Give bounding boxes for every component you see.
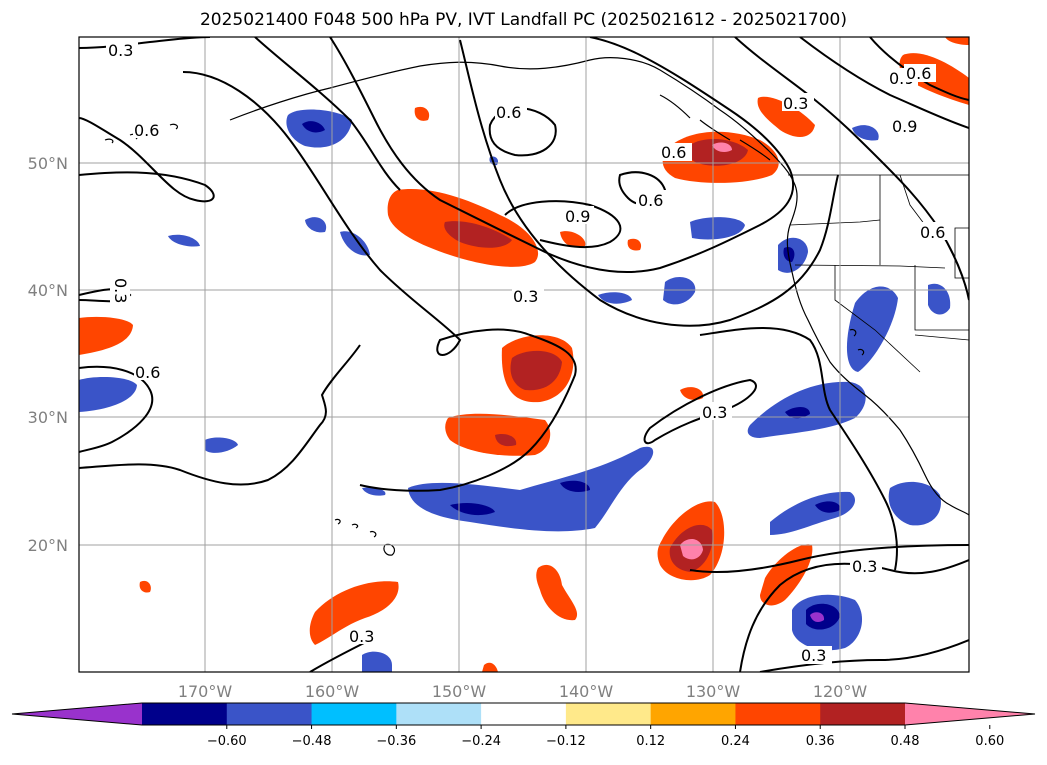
lon-label-130w: 130°W <box>686 682 741 701</box>
colorbar-tick-label: 0.24 <box>721 734 750 749</box>
colorbar-tick-label: 0.48 <box>891 734 920 749</box>
colorbar-tick-label: −0.48 <box>292 734 332 749</box>
colorbar-ticks: −0.60 −0.48 −0.36 −0.24 −0.12 0.12 0.24 0.36 0.4… <box>207 725 1004 749</box>
colorbar-tick-label: −0.60 <box>207 734 247 749</box>
colorbar-tick-label: 0.36 <box>806 734 835 749</box>
contour-labels: 0.3 0.6 0.6 0.6 0.6 0.9 0.3 0.3 0.9 0.6 … <box>106 40 950 665</box>
contour-label-0-3: 0.3 <box>108 41 133 60</box>
colorbar-swatches <box>11 702 1036 726</box>
colorbar-outline <box>11 702 1036 726</box>
colorbar-tick-label: 0.60 <box>975 734 1004 749</box>
contour-label-0-6: 0.6 <box>134 121 159 140</box>
colorbar-swatch <box>820 703 906 725</box>
contour-label-0-6: 0.6 <box>906 64 931 83</box>
contour-label-0-6: 0.6 <box>638 191 663 210</box>
lat-label-30n: 30°N <box>28 408 68 427</box>
colorbar-swatch <box>142 703 228 725</box>
contour-label-0-3: 0.3 <box>111 278 130 303</box>
colorbar-tick-label: −0.24 <box>461 734 501 749</box>
lon-label-120w: 120°W <box>813 682 868 701</box>
contour-label-0-3: 0.3 <box>702 403 727 422</box>
contour-label-0-3: 0.3 <box>513 287 538 306</box>
colorbar-swatch <box>226 703 313 725</box>
contour-label-0-6: 0.6 <box>920 223 945 242</box>
contour-label-0-3: 0.3 <box>783 94 808 113</box>
coastlines <box>104 57 969 556</box>
lat-label-20n: 20°N <box>28 536 68 555</box>
colorbar-swatch <box>650 703 736 725</box>
colorbar-swatch <box>481 703 567 725</box>
colorbar: −0.60 −0.48 −0.36 −0.24 −0.12 0.12 0.24 0.36 0.4… <box>11 702 1036 749</box>
contour-label-0-3: 0.3 <box>801 646 826 665</box>
lat-label-50n: 50°N <box>28 154 68 173</box>
plot-frame <box>78 36 970 673</box>
contour-label-0-6: 0.6 <box>135 363 160 382</box>
colorbar-swatch <box>735 703 821 725</box>
contour-label-0-3: 0.3 <box>852 557 877 576</box>
colorbar-tick-label: −0.12 <box>546 734 586 749</box>
latitude-labels: 50°N 40°N 30°N 20°N <box>28 154 68 555</box>
contour-label-0-6: 0.6 <box>496 103 521 122</box>
colorbar-tick-label: −0.36 <box>376 734 416 749</box>
lon-label-140w: 140°W <box>559 682 614 701</box>
lon-label-160w: 160°W <box>305 682 360 701</box>
colorbar-swatch <box>565 703 652 725</box>
colorbar-tick-label: 0.12 <box>636 734 665 749</box>
colorbar-swatch <box>311 703 397 725</box>
lon-label-170w: 170°W <box>178 682 233 701</box>
negative-anomaly-fill <box>79 109 951 672</box>
map-title: 2025021400 F048 500 hPa PV, IVT Landfall… <box>199 10 847 30</box>
lon-label-150w: 150°W <box>432 682 487 701</box>
colorbar-swatch <box>396 703 482 725</box>
contour-label-0-9: 0.9 <box>565 207 590 226</box>
contour-label-0-3: 0.3 <box>349 627 374 646</box>
longitude-labels: 170°W 160°W 150°W 140°W 130°W 120°W <box>178 682 868 701</box>
colorbar-extend-max <box>905 703 1035 725</box>
colorbar-extend-min <box>12 703 142 725</box>
gridlines <box>79 37 969 672</box>
contour-label-0-6: 0.6 <box>661 143 686 162</box>
contour-label-0-9: 0.9 <box>892 117 917 136</box>
lat-label-40n: 40°N <box>28 281 68 300</box>
